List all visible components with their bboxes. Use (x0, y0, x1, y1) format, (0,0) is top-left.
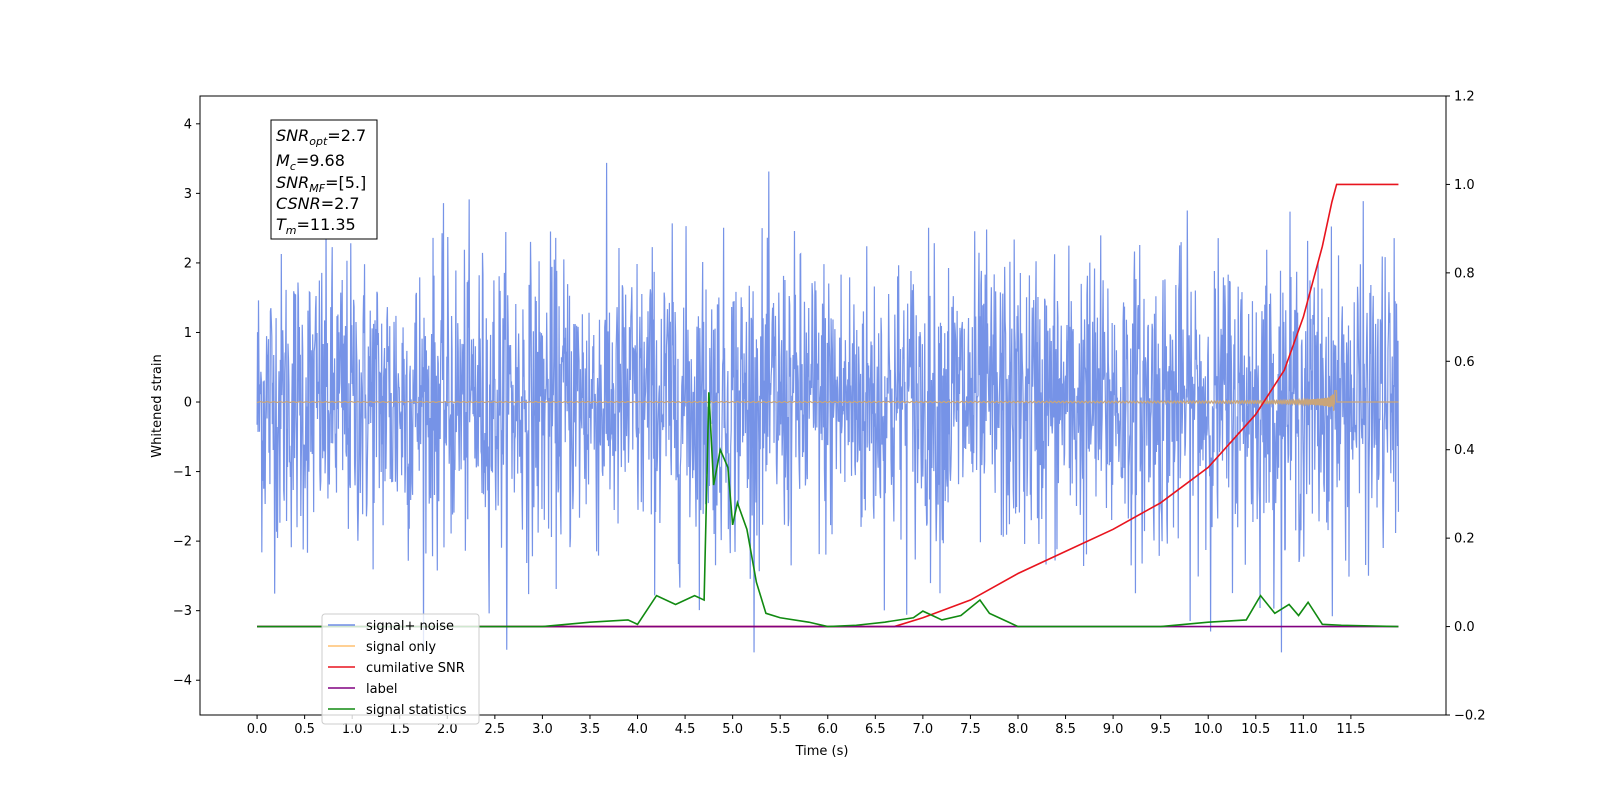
legend: signal+ noise signal only cumilative SNR… (321, 613, 480, 725)
x-tick-label: 2.0 (437, 722, 458, 737)
x-tick-label: 11.0 (1289, 722, 1318, 737)
x-tick-label: 3.0 (532, 722, 553, 737)
y-right-tick-label: 0.2 (1454, 532, 1475, 547)
x-tick-label: 6.5 (865, 722, 886, 737)
x-tick-label: 5.0 (722, 722, 743, 737)
y-left-tick-label: −2 (173, 535, 192, 550)
x-axis-title: Time (s) (795, 744, 849, 759)
x-tick-label: 10.0 (1194, 722, 1223, 737)
y-left-tick-label: 4 (184, 117, 192, 132)
y-right-tick-label: 0.4 (1454, 443, 1475, 458)
legend-label-signal-noise: signal+ noise (366, 619, 454, 634)
series-signal-noise (256, 162, 1400, 653)
x-tick-label: 5.5 (770, 722, 791, 737)
series-signal-only (257, 390, 1399, 411)
x-tick-label: 9.5 (1150, 722, 1171, 737)
legend-frame (321, 613, 480, 725)
x-tick-label: 10.5 (1241, 722, 1270, 737)
x-tick-label: 6.0 (817, 722, 838, 737)
legend-label-cumulative-snr: cumilative SNR (366, 661, 465, 676)
legend-label-label: label (366, 682, 397, 697)
series-signal-statistics (257, 392, 1399, 628)
stat-tm: Tm=11.35 (276, 215, 356, 237)
y-right-tick-label: −0.2 (1454, 709, 1486, 724)
x-tick-label: 9.0 (1103, 722, 1124, 737)
x-tick-label: 1.0 (342, 722, 363, 737)
stat-snr-opt: SNRopt=2.7 (276, 126, 366, 148)
x-tick-label: 7.5 (960, 722, 981, 737)
y-left-tick-label: −1 (173, 465, 192, 480)
series-cumulative-snr (257, 183, 1399, 628)
y-left-tick-label: 0 (184, 396, 192, 411)
x-tick-label: 1.5 (389, 722, 410, 737)
x-tick-label: 4.0 (627, 722, 648, 737)
y-right-tick-label: 0.6 (1454, 355, 1475, 370)
y-right-tick-label: 1.2 (1454, 90, 1475, 105)
y-right-tick-label: 0.8 (1454, 266, 1475, 281)
legend-label-signal-statistics: signal statistics (366, 703, 467, 718)
x-tick-label: 4.5 (675, 722, 696, 737)
stats-annotation-box: SNRopt=2.7 Mc=9.68 SNRMF=[5.] CSNR=2.7 T… (270, 119, 378, 240)
x-tick-label: 8.5 (1055, 722, 1076, 737)
y-left-tick-label: 1 (184, 326, 192, 341)
x-tick-label: 3.5 (580, 722, 601, 737)
x-tick-label: 8.0 (1008, 722, 1029, 737)
x-tick-label: 11.5 (1336, 722, 1365, 737)
plot-frame (199, 95, 1447, 716)
x-tick-label: 0.5 (294, 722, 315, 737)
y-left-tick-label: 2 (184, 256, 192, 271)
y-axis-title-left: Whitened strain (150, 354, 165, 457)
ticks-layer: 0.0 0.5 1.0 1.5 2.0 2.5 3.0 3.5 4.0 4.5 5.0 5.5 6.0 6… (173, 90, 1486, 738)
y-right-tick-label: 1.0 (1454, 178, 1475, 193)
y-left-tick-label: −3 (173, 604, 192, 619)
y-left-tick-label: −4 (173, 674, 192, 689)
legend-label-signal-only: signal only (366, 640, 436, 655)
y-right-tick-label: 0.0 (1454, 620, 1475, 635)
x-tick-label: 2.5 (485, 722, 506, 737)
y-left-tick-label: 3 (184, 187, 192, 202)
stat-mc: Mc=9.68 (276, 151, 345, 173)
x-tick-label: 0.0 (247, 722, 268, 737)
x-tick-label: 7.0 (913, 722, 934, 737)
stats-box-frame (270, 119, 378, 240)
stat-snr-mf: SNRMF=[5.] (276, 173, 366, 195)
stat-csnr: CSNR=2.7 (276, 194, 360, 213)
